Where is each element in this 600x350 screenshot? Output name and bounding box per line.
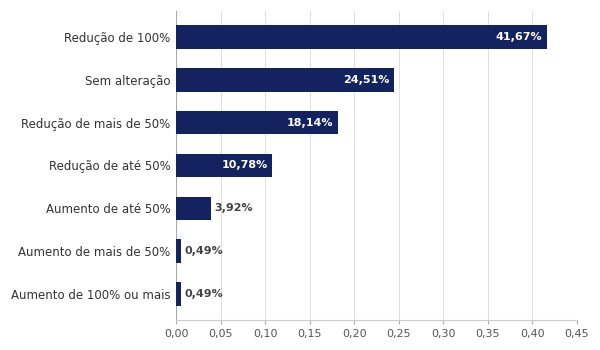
Bar [176,68,394,92]
Text: 0,49%: 0,49% [184,289,223,299]
Bar [176,197,211,220]
Bar [176,25,547,49]
Bar [176,154,272,177]
Text: 18,14%: 18,14% [287,118,333,128]
Text: 0,49%: 0,49% [184,246,223,256]
Bar [176,282,181,306]
Text: 10,78%: 10,78% [221,161,268,170]
Bar [176,239,181,263]
Bar [176,111,338,134]
Text: 24,51%: 24,51% [343,75,390,85]
Text: 41,67%: 41,67% [496,32,542,42]
Text: 3,92%: 3,92% [215,203,253,214]
